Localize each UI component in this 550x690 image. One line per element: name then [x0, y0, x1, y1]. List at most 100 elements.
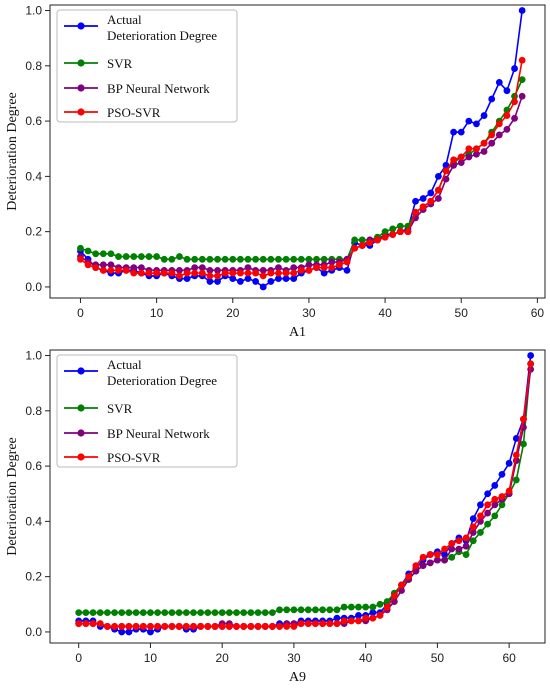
data-point	[297, 266, 305, 274]
data-point	[190, 609, 197, 616]
data-point	[267, 278, 275, 285]
data-point	[376, 611, 384, 619]
data-point	[160, 255, 168, 263]
legend-label: SVR	[107, 401, 133, 416]
data-point	[465, 117, 473, 125]
data-point	[305, 266, 313, 274]
data-point	[419, 553, 427, 561]
data-point	[383, 603, 391, 611]
data-point	[419, 562, 427, 570]
data-point	[147, 609, 154, 616]
data-point	[92, 250, 100, 258]
data-point	[175, 623, 183, 630]
data-point	[268, 609, 276, 616]
data-point	[404, 228, 412, 236]
x-tick-label: 0	[77, 306, 84, 320]
data-point	[333, 614, 341, 622]
data-point	[355, 611, 362, 619]
data-point	[465, 153, 473, 161]
data-point	[328, 264, 336, 271]
data-point	[75, 620, 83, 628]
data-point	[484, 520, 492, 528]
data-point	[398, 581, 405, 589]
data-point	[107, 250, 115, 258]
legend-swatch-marker	[77, 108, 85, 116]
data-point	[457, 159, 465, 166]
series-line	[78, 363, 532, 628]
data-point	[450, 128, 458, 136]
y-tick-label: 0.4	[25, 169, 42, 183]
data-point	[488, 95, 496, 103]
series-pso-svr	[75, 360, 535, 630]
data-point	[473, 150, 480, 158]
data-point	[275, 255, 282, 263]
data-point	[75, 609, 83, 616]
data-point	[259, 283, 267, 291]
data-point	[130, 264, 138, 271]
data-point	[491, 501, 499, 509]
data-point	[304, 620, 312, 628]
data-point	[518, 56, 526, 64]
data-point	[211, 609, 219, 616]
data-point	[389, 225, 397, 233]
y-tick-label: 0.4	[25, 514, 42, 528]
legend-box	[56, 9, 238, 123]
data-point	[99, 250, 107, 258]
data-point	[282, 255, 290, 263]
data-point	[518, 92, 526, 100]
data-point	[320, 264, 328, 271]
data-point	[99, 266, 107, 274]
data-point	[160, 269, 168, 277]
data-point	[495, 78, 503, 86]
legend-swatch-marker	[77, 59, 85, 67]
data-point	[161, 623, 169, 630]
data-point	[351, 236, 359, 244]
y-tick-label: 0.0	[25, 625, 42, 639]
data-point	[512, 476, 520, 484]
data-point	[305, 261, 313, 269]
data-point	[204, 609, 212, 616]
data-point	[362, 603, 370, 611]
data-point	[214, 255, 221, 263]
data-point	[147, 623, 154, 630]
data-point	[433, 551, 441, 558]
data-point	[229, 269, 237, 277]
y-tick-label: 0.6	[25, 459, 42, 473]
data-point	[182, 609, 190, 616]
data-point	[206, 272, 214, 280]
data-point	[340, 603, 348, 611]
data-point	[290, 264, 298, 271]
data-point	[503, 125, 511, 133]
data-point	[168, 609, 176, 616]
data-point	[320, 255, 328, 263]
data-point	[225, 609, 233, 616]
data-point	[369, 614, 377, 622]
data-point	[175, 609, 183, 616]
data-point	[153, 253, 161, 260]
data-point	[247, 623, 255, 630]
data-point	[442, 167, 450, 175]
data-point	[297, 620, 305, 628]
data-point	[405, 573, 413, 581]
data-point	[176, 253, 183, 260]
data-point	[448, 553, 456, 561]
data-point	[358, 236, 366, 244]
data-point	[191, 264, 199, 271]
data-point	[197, 623, 205, 630]
legend-label: Actual	[107, 357, 142, 372]
legend-swatch-marker	[77, 429, 85, 437]
data-point	[448, 540, 456, 547]
data-point	[518, 76, 526, 84]
data-point	[441, 545, 448, 553]
data-point	[355, 617, 362, 625]
y-tick-label: 1.0	[25, 4, 42, 18]
legend-box	[56, 354, 238, 468]
data-point	[153, 269, 161, 277]
data-point	[290, 269, 298, 277]
data-point	[412, 208, 419, 216]
data-point	[176, 272, 183, 280]
data-point	[89, 620, 97, 628]
data-point	[362, 614, 370, 622]
data-point	[240, 623, 248, 630]
